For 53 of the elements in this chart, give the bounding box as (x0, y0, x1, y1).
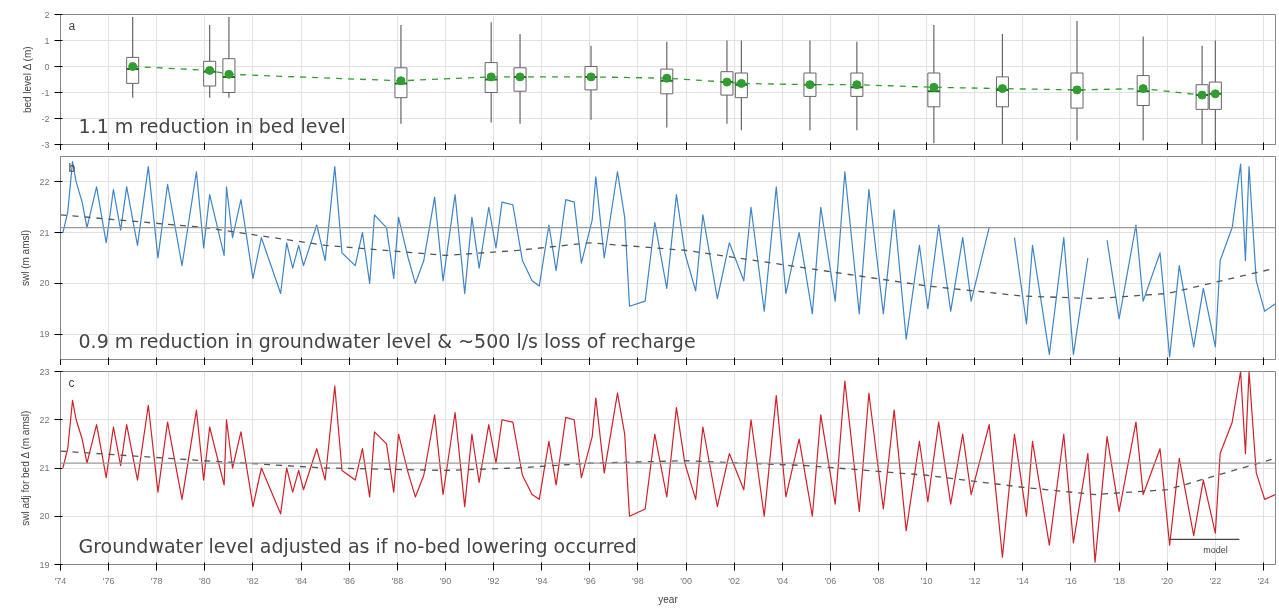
y-tick-label: 19 (39, 559, 50, 570)
x-tick-label: '00 (680, 575, 692, 586)
x-tick-label: '74 (54, 575, 67, 586)
y-tick-label: 20 (39, 278, 50, 289)
annotation: model (1203, 544, 1228, 555)
x-axis-title: year (658, 593, 679, 605)
x-tick-label: '92 (487, 575, 500, 586)
y-tick-label: 22 (39, 414, 50, 425)
x-tick-label: '94 (535, 575, 548, 586)
x-tick-label: '06 (824, 575, 837, 586)
y-axis-title: swl (m amsl) (20, 229, 32, 287)
x-tick-label: '04 (776, 575, 789, 586)
x-tick-label: '18 (1113, 575, 1125, 586)
y-tick-label: -1 (41, 87, 50, 98)
x-tick-label: '88 (391, 575, 404, 586)
x-tick-label: '22 (1209, 575, 1222, 586)
y-axis-title: swl adj for bed Δ (m amsl) (20, 410, 32, 526)
x-tick-label: '86 (343, 575, 356, 586)
y-tick-label: 22 (39, 176, 50, 187)
y-tick-label: 21 (39, 227, 50, 238)
annotation: 0.9 m reduction in groundwater level & ~500 l/s loss of recharge (78, 329, 696, 352)
x-tick-label: '02 (728, 575, 741, 586)
x-tick-label: '80 (198, 575, 211, 586)
x-tick-label: '10 (920, 575, 933, 586)
y-tick-label: -3 (41, 139, 50, 150)
x-tick-label: '84 (295, 575, 307, 586)
x-tick-label: '78 (150, 575, 163, 586)
y-tick-label: 23 (39, 366, 50, 377)
annotation: Groundwater level adjusted as if no-bed lowering occurred (78, 534, 637, 557)
y-tick-label: 0 (44, 61, 50, 72)
x-tick-label: '96 (583, 575, 596, 586)
y-tick-label: 19 (39, 329, 50, 340)
annotation: c (68, 375, 75, 390)
y-tick-label: 2 (44, 9, 50, 20)
annotation: a (68, 18, 76, 33)
x-tick-label: '16 (1065, 575, 1077, 586)
x-tick-label: '14 (1017, 575, 1029, 586)
line-series (62, 371, 1276, 563)
y-tick-label: 1 (44, 35, 50, 46)
x-tick-label: '20 (1161, 575, 1174, 586)
x-tick-label: '24 (1257, 575, 1270, 586)
x-tick-label: '82 (247, 575, 259, 586)
x-tick-label: '90 (439, 575, 452, 586)
y-tick-label: -2 (41, 113, 50, 124)
annotation: 1.1 m reduction in bed level (78, 114, 346, 137)
y-tick-label: 20 (39, 511, 50, 522)
x-tick-label: '76 (102, 575, 115, 586)
x-tick-label: '08 (872, 575, 885, 586)
y-axis-title: bed level Δ (m) (22, 46, 34, 114)
y-tick-label: 21 (39, 463, 50, 473)
annotation: b (68, 160, 76, 175)
x-tick-label: '98 (632, 575, 644, 586)
x-tick-label: '12 (968, 575, 981, 586)
